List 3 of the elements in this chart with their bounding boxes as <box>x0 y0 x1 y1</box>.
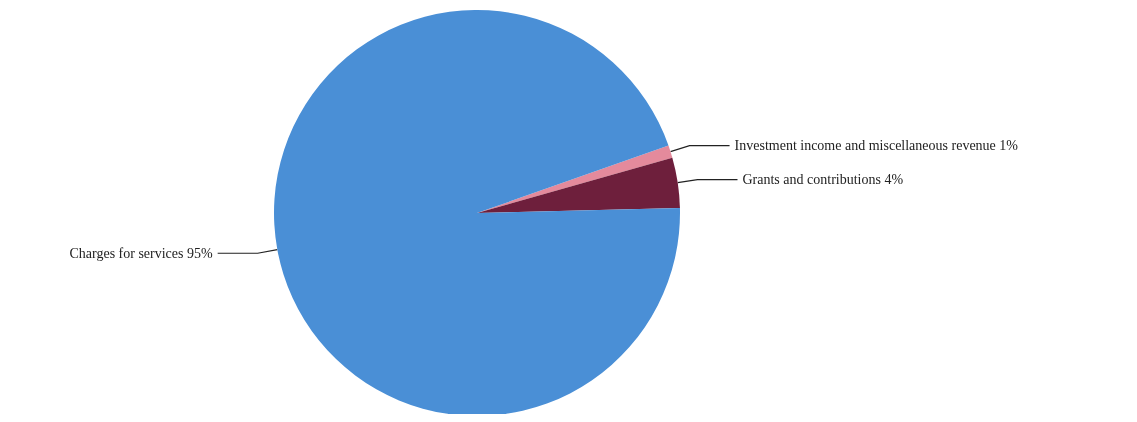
slice-label: Investment income and miscellaneous revenue 1% <box>734 138 1019 154</box>
slice-label: Grants and contributions 4% <box>742 172 904 188</box>
slice-label: Charges for services 95% <box>69 245 213 261</box>
